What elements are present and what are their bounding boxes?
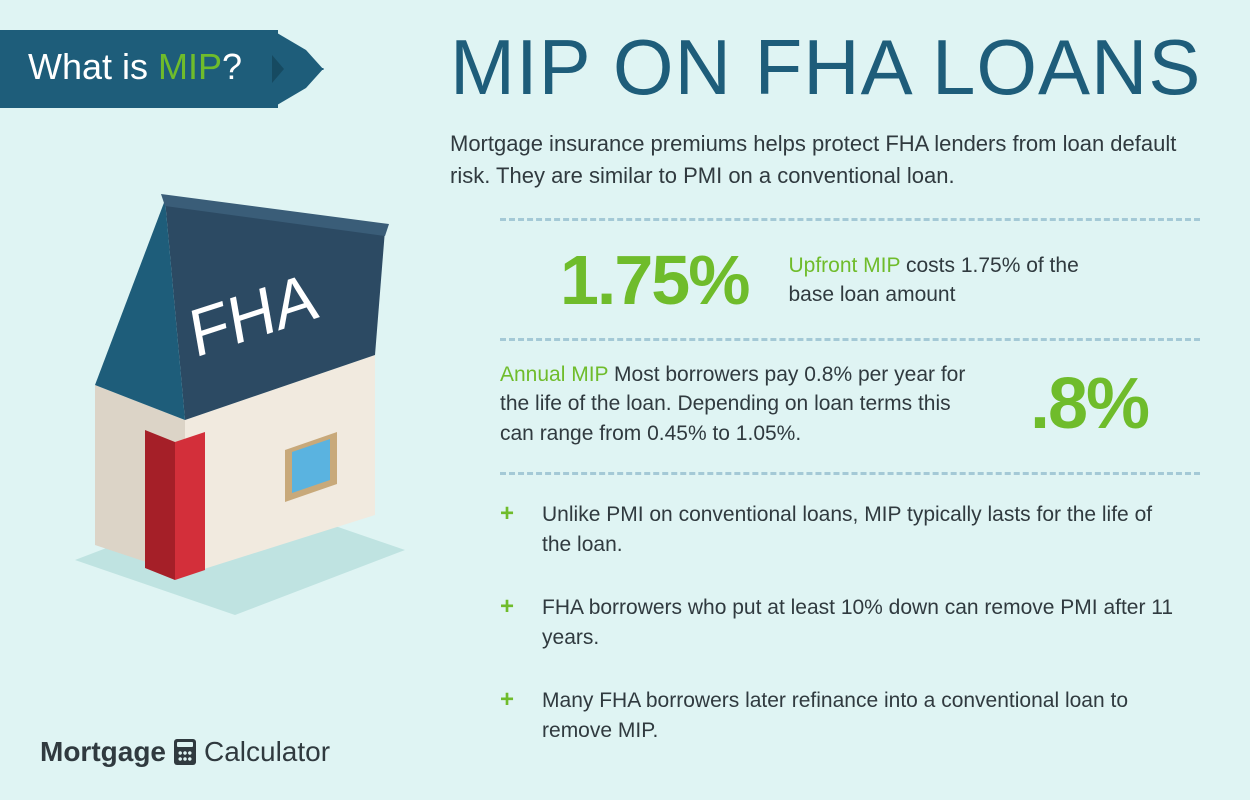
page-headline: MIP ON FHA LOANS	[450, 22, 1201, 113]
ribbon-text: What is MIP?	[0, 30, 278, 108]
bullet-item: + Many FHA borrowers later refinance int…	[500, 686, 1180, 747]
logo-part2: Calculator	[204, 736, 330, 768]
stat1-label: Upfront MIP	[788, 254, 900, 277]
stat2-label: Annual MIP	[500, 363, 608, 386]
bullet-text: Many FHA borrowers later refinance into …	[542, 686, 1180, 747]
brand-logo: Mortgage Calculator	[40, 736, 330, 768]
ribbon-prefix: What is	[28, 46, 158, 87]
plus-icon: +	[500, 500, 514, 561]
divider-3	[500, 472, 1200, 475]
divider-1	[500, 218, 1200, 221]
stat-annual-mip: Annual MIP Most borrowers pay 0.8% per y…	[500, 360, 1148, 448]
plus-icon: +	[500, 593, 514, 654]
stat1-value: 1.75%	[560, 240, 748, 320]
bullet-list: + Unlike PMI on conventional loans, MIP …	[500, 500, 1180, 779]
stat1-text: Upfront MIP costs 1.75% of the base loan…	[788, 251, 1108, 310]
house-illustration: FHA	[35, 160, 435, 620]
plus-icon: +	[500, 686, 514, 747]
stat2-text: Annual MIP Most borrowers pay 0.8% per y…	[500, 360, 980, 448]
divider-2	[500, 338, 1200, 341]
ribbon-banner: What is MIP?	[0, 30, 324, 108]
bullet-text: Unlike PMI on conventional loans, MIP ty…	[542, 500, 1180, 561]
ribbon-suffix: ?	[222, 46, 242, 87]
calculator-icon	[174, 739, 196, 765]
ribbon-accent: MIP	[158, 46, 222, 87]
bullet-item: + FHA borrowers who put at least 10% dow…	[500, 593, 1180, 654]
stat2-value: .8%	[1030, 363, 1148, 445]
stat-upfront-mip: 1.75% Upfront MIP costs 1.75% of the bas…	[560, 240, 1108, 320]
bullet-text: FHA borrowers who put at least 10% down …	[542, 593, 1180, 654]
bullet-item: + Unlike PMI on conventional loans, MIP …	[500, 500, 1180, 561]
logo-part1: Mortgage	[40, 736, 166, 768]
ribbon-tail	[272, 30, 324, 108]
intro-text: Mortgage insurance premiums helps protec…	[450, 128, 1190, 192]
